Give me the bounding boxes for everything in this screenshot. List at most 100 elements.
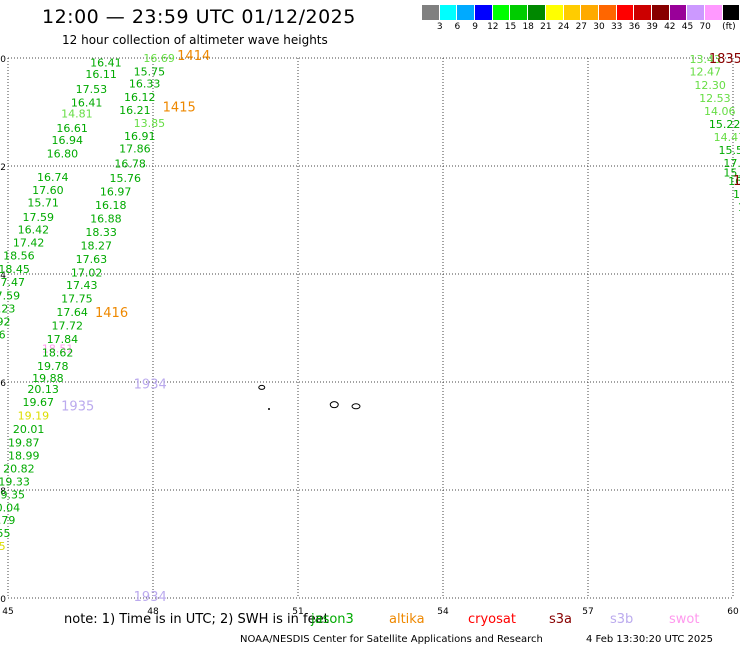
scale-tick-label: 21 (540, 22, 552, 32)
scale-swatch (705, 5, 723, 20)
credit-text: NOAA/NESDIS Center for Satellite Applica… (240, 634, 543, 645)
wave-height-value: 20.82 (3, 462, 35, 475)
wave-height-value: 20.01 (13, 423, 45, 436)
wave-height-value: 19.35 (0, 488, 25, 501)
wave-height-value: 17.53 (76, 83, 108, 96)
island-outline (258, 384, 266, 390)
scale-swatch (475, 5, 493, 20)
scale-swatch (510, 5, 529, 20)
scale-swatch (439, 5, 458, 20)
wave-height-value: 18.51 (42, 343, 73, 356)
scale-tick-label: 39 (646, 22, 658, 32)
scale-swatch (669, 5, 688, 20)
wave-height-value: 16.18 (95, 199, 127, 212)
wave-height-value: 18.45 (0, 263, 30, 276)
wave-height-value: 16.42 (18, 224, 49, 237)
color-scale (422, 5, 740, 21)
wave-height-value: 19.88 (32, 372, 64, 385)
wave-height-value: 18.56 (3, 250, 35, 263)
wave-height-value: 17.66 (0, 328, 6, 341)
scale-tick-label: 6 (454, 22, 461, 32)
scale-tick-label: 42 (664, 22, 676, 32)
wave-height-value: 17.23 (0, 303, 15, 316)
scale-tick-label: 70 (699, 22, 711, 32)
wave-height-value: 18.92 (0, 316, 11, 329)
generated-time: 4 Feb 13:30:20 UTC 2025 (586, 634, 713, 645)
scale-tick-label: 33 (610, 22, 623, 32)
lat-axis-label: -44 (0, 271, 6, 281)
scale-swatch (528, 5, 546, 20)
wave-height-value: 17.43 (66, 279, 98, 292)
wave-height-value: 16.91 (124, 130, 156, 143)
wave-height-value: 19.67 (23, 396, 55, 409)
wave-height-value: 16.41 (71, 96, 103, 109)
wave-height-value: 17.59 (23, 211, 55, 224)
wave-height-value: 16.97 (100, 185, 132, 198)
wave-height-value: 19.55 (0, 527, 11, 540)
wave-height-value: 16.88 (90, 212, 122, 225)
wave-height-value: 16.12 (124, 91, 156, 104)
wave-height-value: 15.76 (110, 172, 142, 185)
wave-height-value: 16.80 (47, 148, 79, 161)
wave-height-value: 13.43 (690, 53, 722, 66)
lon-axis-label: 45 (2, 607, 13, 617)
wave-height-value: 18.55 (0, 341, 1, 354)
wave-height-value: 12.53 (699, 92, 731, 105)
wave-height-value: 14.06 (704, 105, 736, 118)
scale-unit-label: (ft) (722, 22, 736, 32)
pass-time-label: 1415 (163, 101, 196, 116)
wave-height-value: 17.60 (32, 184, 64, 197)
scale-tick-label: 27 (575, 22, 588, 32)
wave-height-value: 16.33 (129, 77, 161, 90)
scale-tick-label: 24 (557, 22, 570, 32)
wave-height-value: 14.81 (61, 108, 93, 121)
wave-height-value: 17.75 (61, 292, 93, 305)
legend-cryosat: cryosat (468, 612, 516, 627)
wave-height-value: 20.13 (27, 383, 59, 396)
scale-swatch (634, 5, 652, 20)
wave-height-value: 16.94 (52, 134, 84, 147)
lon-axis-label: 54 (437, 607, 449, 617)
wave-height-value: 17.86 (119, 143, 150, 156)
wave-height-value: 15.58 (719, 144, 740, 157)
lon-axis-label: 51 (292, 607, 303, 617)
scale-tick-label: 9 (472, 22, 478, 32)
lon-axis-label: 57 (582, 607, 593, 617)
wave-height-value: 18.79 (0, 514, 15, 527)
wave-height-value: 16.61 (56, 122, 87, 135)
legend-altika: altika (389, 612, 425, 627)
scale-swatch (457, 5, 476, 20)
wave-height-value: 18.33 (85, 226, 117, 239)
map-title: 12:00 — 23:59 UTC 01/12/2025 (42, 6, 356, 28)
wave-height-value: 17.42 (13, 237, 45, 250)
wave-height-value: 16.41 (90, 56, 122, 69)
wave-height-value: 17.63 (76, 253, 108, 266)
wave-height-value: 15.75 (134, 66, 166, 79)
wave-height-value: 16.69 (143, 52, 175, 65)
scale-swatch (598, 5, 617, 20)
lat-axis-label: -50 (0, 595, 6, 605)
pass-time-label: 1935 (61, 399, 94, 414)
wave-height-value: 16.11 (85, 68, 117, 81)
legend-s3b: s3b (610, 612, 634, 627)
scale-tick-label: 30 (593, 22, 605, 32)
pass-time-label: 1835 (709, 52, 740, 67)
wave-height-value: 15.57 (723, 166, 740, 179)
scale-swatch (422, 5, 440, 20)
scale-tick-label: 3 (436, 22, 443, 32)
wave-height-value: 18.62 (42, 346, 73, 359)
scale-swatch (563, 5, 582, 20)
scale-tick-label: 15 (504, 22, 517, 32)
scale-tick-label: 12 (487, 22, 499, 32)
lat-axis-label: -46 (0, 379, 6, 389)
wave-height-value: 16.11 (733, 188, 740, 201)
scale-tick-label: 45 (681, 22, 694, 32)
pass-time-label: 1934 (134, 378, 167, 393)
scale-swatch (616, 5, 635, 20)
wave-height-value: 17.18 (738, 201, 740, 214)
wave-height-value: 16.21 (119, 104, 150, 117)
lat-axis-label: -48 (0, 487, 6, 497)
wave-height-value: 20.27 (0, 553, 1, 566)
wave-height-value: 17.68 (723, 157, 740, 170)
